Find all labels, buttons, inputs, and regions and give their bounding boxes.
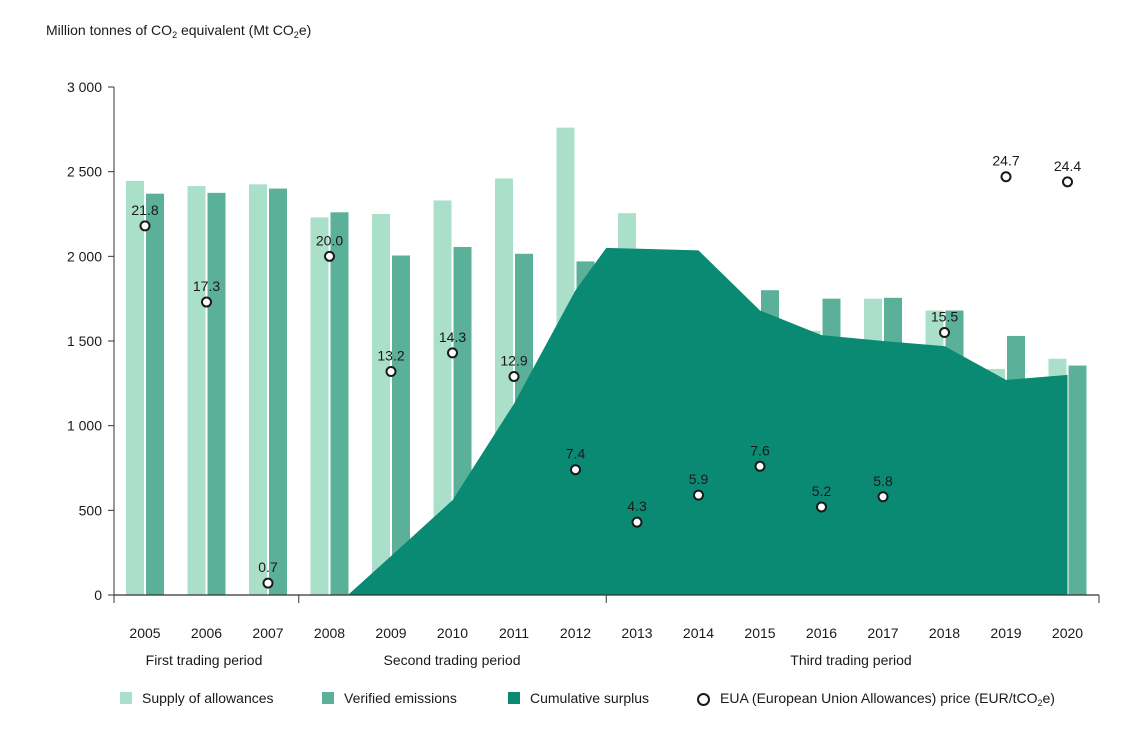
x-tick-label: 2011 — [499, 625, 529, 641]
x-tick-label: 2005 — [129, 625, 160, 641]
price-marker — [385, 365, 397, 377]
price-data-label: 15.5 — [931, 309, 958, 325]
legend-item-surplus: Cumulative surplus — [508, 690, 649, 706]
bar-verified — [392, 255, 410, 595]
bar-supply — [187, 186, 206, 595]
price-data-label: 24.7 — [992, 153, 1019, 169]
x-tick-label: 2009 — [375, 625, 406, 641]
x-tick-label: 2019 — [990, 625, 1021, 641]
x-tick-label: 2012 — [560, 625, 591, 641]
legend-swatch-surplus — [508, 692, 520, 704]
chart-legend: Supply of allowances Verified emissions … — [0, 690, 1129, 714]
price-marker — [1000, 171, 1012, 183]
price-marker — [693, 489, 704, 501]
price-marker — [262, 577, 274, 589]
legend-marker-price-icon — [697, 692, 710, 706]
price-data-label: 5.8 — [873, 473, 893, 489]
legend-label-verified: Verified emissions — [344, 690, 457, 706]
y-tick-label: 500 — [79, 502, 103, 518]
bar-verified — [146, 193, 164, 595]
x-tick-label: 2020 — [1052, 625, 1083, 641]
x-tick-label: 2008 — [314, 625, 345, 641]
price-marker — [447, 347, 458, 359]
price-marker — [324, 250, 335, 262]
x-tick-label: 2013 — [621, 625, 652, 641]
price-data-label: 12.9 — [500, 353, 527, 369]
price-marker — [570, 464, 581, 476]
legend-label-surplus: Cumulative surplus — [530, 690, 650, 706]
legend-label-supply: Supply of allowances — [142, 690, 274, 706]
bar-supply — [310, 217, 329, 596]
period-label-first: First trading period — [145, 652, 263, 668]
price-marker — [508, 371, 520, 383]
y-tick-label: 2 500 — [67, 164, 102, 180]
x-tick-label: 2014 — [683, 625, 714, 641]
period-label-third: Third trading period — [790, 652, 912, 668]
bar-verified — [269, 188, 287, 595]
price-data-label: 13.2 — [377, 347, 404, 363]
price-data-label: 5.9 — [689, 471, 709, 487]
price-marker — [201, 296, 212, 308]
bar-supply — [433, 200, 452, 595]
x-tick-label: 2016 — [806, 625, 837, 641]
x-tick-label: 2015 — [744, 625, 775, 641]
x-tick-label: 2010 — [437, 625, 468, 641]
legend-item-supply: Supply of allowances — [120, 690, 274, 706]
bar-supply — [372, 214, 390, 595]
price-marker — [939, 327, 950, 339]
price-data-label: 4.3 — [627, 498, 647, 514]
bar-verified — [330, 212, 349, 595]
price-data-label: 21.8 — [131, 202, 158, 218]
bar-supply — [249, 184, 267, 595]
y-axis-unit-title: Million tonnes of CO2 equivalent (Mt CO2… — [46, 22, 312, 40]
price-marker — [877, 491, 889, 503]
y-tick-label: 2 000 — [67, 248, 102, 264]
price-data-label: 0.7 — [258, 559, 278, 575]
price-marker — [631, 516, 643, 528]
y-tick-label: 1 000 — [67, 418, 102, 434]
y-tick-label: 0 — [94, 587, 102, 603]
price-marker — [139, 220, 151, 232]
price-marker — [754, 460, 766, 472]
bar-verified — [207, 192, 226, 596]
price-data-label: 20.0 — [316, 232, 343, 248]
x-tick-label: 2017 — [867, 625, 898, 641]
legend-swatch-verified — [322, 692, 334, 704]
y-tick-label: 3 000 — [67, 79, 102, 95]
period-label-second: Second trading period — [383, 652, 521, 668]
price-data-label: 14.3 — [439, 329, 466, 345]
legend-swatch-supply — [120, 692, 132, 704]
legend-label-price: EUA (European Union Allowances) price (E… — [720, 690, 1055, 708]
bar-supply — [126, 180, 144, 596]
price-marker — [1062, 176, 1073, 188]
price-data-label: 5.2 — [812, 483, 832, 499]
price-marker — [816, 501, 827, 513]
x-tick-label: 2006 — [191, 625, 222, 641]
bar-verified — [1068, 365, 1087, 595]
area-cumulative-surplus — [347, 247, 1068, 595]
y-tick-label: 1 500 — [67, 333, 102, 349]
x-tick-label: 2018 — [929, 625, 960, 641]
price-data-label: 7.4 — [566, 446, 586, 462]
price-data-label: 17.3 — [193, 278, 220, 294]
price-data-label: 7.6 — [750, 442, 770, 458]
legend-item-verified: Verified emissions — [322, 690, 457, 706]
price-data-label: 24.4 — [1054, 158, 1081, 174]
legend-item-price: EUA (European Union Allowances) price (E… — [697, 690, 1055, 708]
x-tick-label: 2007 — [252, 625, 283, 641]
